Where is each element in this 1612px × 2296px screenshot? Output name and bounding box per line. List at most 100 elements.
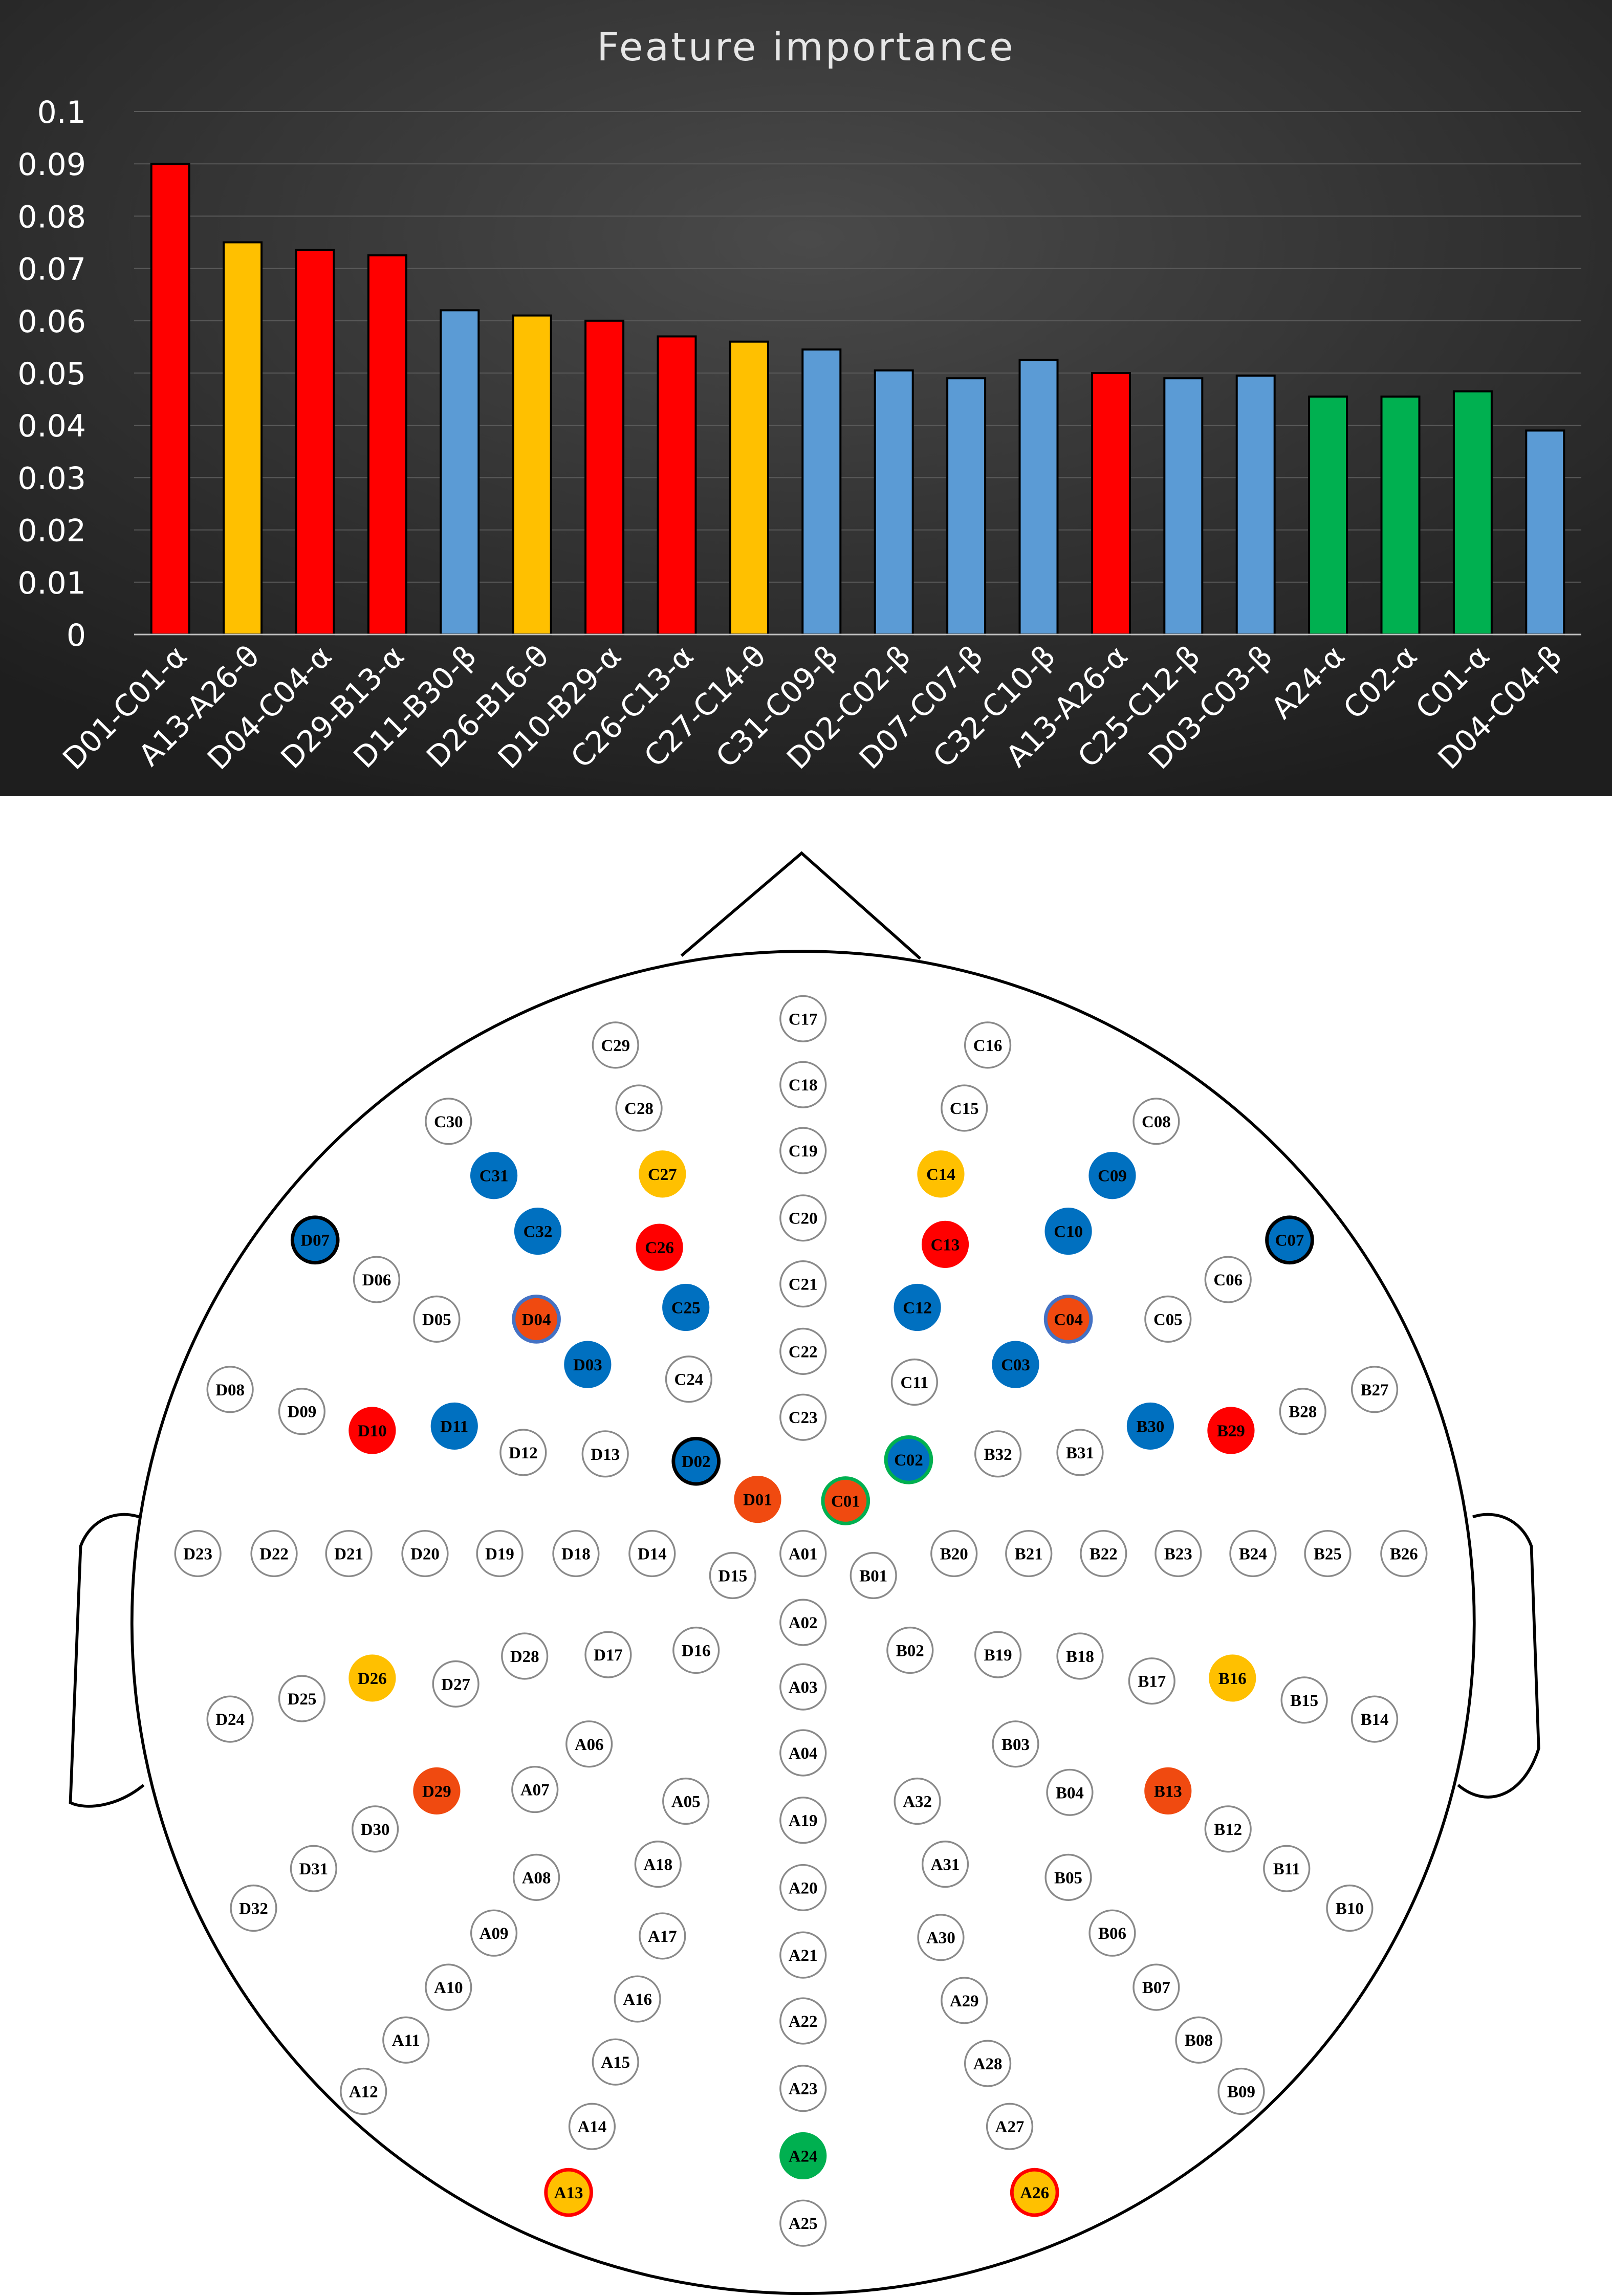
electrode-circle xyxy=(1204,1256,1252,1303)
electrode-label: D19 xyxy=(485,1545,514,1563)
electrode-d12: D12 xyxy=(499,1429,547,1476)
electrode-circle xyxy=(734,1475,781,1523)
electrode-c29: C29 xyxy=(592,1021,639,1069)
electrode-a20: A20 xyxy=(779,1864,827,1912)
electrode-label: C11 xyxy=(900,1373,928,1392)
electrode-label: D23 xyxy=(183,1545,212,1563)
electrode-label: C16 xyxy=(973,1037,1003,1055)
electrode-c13: C13 xyxy=(921,1220,969,1268)
electrode-b05: B05 xyxy=(1044,1853,1092,1901)
electrode-circle xyxy=(476,1529,524,1578)
electrode-c01: C01 xyxy=(821,1476,870,1525)
electrode-b25: B25 xyxy=(1304,1529,1352,1578)
electrodes: C17 C18 C19 C20 C21 C22 C23 C29 C16 C30 C28 C15 C08 C… xyxy=(174,995,1428,2247)
bar xyxy=(729,340,769,636)
bar xyxy=(223,241,263,636)
electrode-label: B15 xyxy=(1290,1692,1318,1710)
electrode-c18: C18 xyxy=(779,1061,827,1108)
electrode-label: C06 xyxy=(1213,1271,1243,1289)
y-tick-label: 0.06 xyxy=(17,304,86,340)
electrode-circle xyxy=(1044,1207,1092,1255)
electrode-a25: A25 xyxy=(779,2199,827,2247)
electrode-circle xyxy=(1126,1402,1174,1450)
electrode-label: A16 xyxy=(623,1991,652,2009)
electrode-c26: C26 xyxy=(636,1223,683,1271)
electrode-b14: B14 xyxy=(1350,1695,1399,1743)
electrode-d17: D17 xyxy=(584,1631,632,1678)
electrode-circle xyxy=(884,1435,933,1484)
y-axis-ticks: 0 0.01 0.02 0.03 0.04 0.05 0.06 0.07 0.08 0.09 0.1 xyxy=(17,95,86,653)
electrode-label: A21 xyxy=(789,1947,818,1965)
electrode-label: C20 xyxy=(789,1210,818,1228)
electrode-label: A13 xyxy=(554,2184,583,2202)
electrode-circle xyxy=(1229,1529,1277,1578)
electrode-a05: A05 xyxy=(662,1777,710,1825)
electrode-d25: D25 xyxy=(278,1675,326,1722)
electrode-label: B12 xyxy=(1214,1821,1242,1839)
bar xyxy=(801,348,842,636)
electrode-label: A12 xyxy=(349,2083,378,2101)
electrode-circle xyxy=(779,1061,827,1108)
electrode-circle xyxy=(1304,1529,1352,1578)
electrode-label: C03 xyxy=(1001,1356,1030,1374)
electrode-circle xyxy=(636,1223,683,1271)
electrode-circle xyxy=(665,1355,713,1403)
electrode-d06: D06 xyxy=(353,1256,401,1303)
electrode-label: D27 xyxy=(441,1675,470,1694)
electrode-circle xyxy=(921,1841,969,1888)
electrode-b07: B07 xyxy=(1132,1963,1180,2011)
electrode-circle xyxy=(1350,1366,1399,1413)
electrode-b01: B01 xyxy=(849,1551,897,1600)
electrode-a31: A31 xyxy=(921,1841,969,1888)
bar xyxy=(1380,395,1421,636)
electrode-circle xyxy=(413,1295,461,1343)
electrode-c06: C06 xyxy=(1204,1256,1252,1303)
electrode-label: A17 xyxy=(648,1928,677,1946)
electrode-circle xyxy=(430,1402,478,1450)
electrode-a15: A15 xyxy=(592,2038,639,2086)
electrode-circle xyxy=(382,2016,430,2064)
electrode-label: C26 xyxy=(645,1239,674,1257)
electrode-label: D22 xyxy=(259,1545,289,1563)
electrode-d07: D07 xyxy=(290,1215,340,1265)
electrode-d15: D15 xyxy=(709,1551,756,1600)
electrode-b04: B04 xyxy=(1046,1768,1094,1816)
electrode-circle xyxy=(592,1021,639,1069)
electrode-d26: D26 xyxy=(348,1654,396,1702)
electrode-label: D20 xyxy=(410,1545,440,1563)
electrode-circle xyxy=(250,1529,298,1578)
electrode-b09: B09 xyxy=(1217,2067,1265,2115)
electrode-c11: C11 xyxy=(890,1358,939,1406)
electrode-circle xyxy=(628,1529,676,1578)
electrode-label: C17 xyxy=(789,1010,818,1029)
electrode-label: C23 xyxy=(789,1409,818,1427)
electrode-b02: B02 xyxy=(886,1626,934,1674)
electrode-label: C02 xyxy=(894,1451,923,1470)
electrode-circle xyxy=(290,1215,340,1265)
electrode-circle xyxy=(779,1529,827,1578)
electrode-label: A27 xyxy=(995,2118,1025,2136)
electrode-d01: D01 xyxy=(734,1475,781,1523)
electrode-circle xyxy=(1154,1529,1202,1578)
electrode-circle xyxy=(821,1476,870,1525)
electrode-circle xyxy=(581,1430,629,1478)
electrode-circle xyxy=(1128,1657,1175,1705)
electrode-a18: A18 xyxy=(634,1841,682,1888)
electrode-label: D15 xyxy=(718,1567,747,1585)
electrode-circle xyxy=(174,1529,222,1578)
electrode-circle xyxy=(779,995,827,1042)
electrode-label: A07 xyxy=(520,1781,550,1800)
bar xyxy=(584,319,625,636)
electrode-circle xyxy=(917,1914,965,1961)
electrode-b30: B30 xyxy=(1126,1402,1174,1450)
electrode-circle xyxy=(1326,1884,1374,1932)
electrode-circle xyxy=(290,1845,337,1892)
electrode-label: D03 xyxy=(573,1356,602,1374)
electrode-a21: A21 xyxy=(779,1931,827,1979)
bar xyxy=(512,314,552,636)
electrode-label: B01 xyxy=(859,1567,887,1585)
electrode-circle xyxy=(662,1283,710,1331)
electrode-a32: A32 xyxy=(894,1777,941,1825)
electrode-label: B31 xyxy=(1066,1444,1094,1462)
electrode-circle xyxy=(615,1084,663,1132)
